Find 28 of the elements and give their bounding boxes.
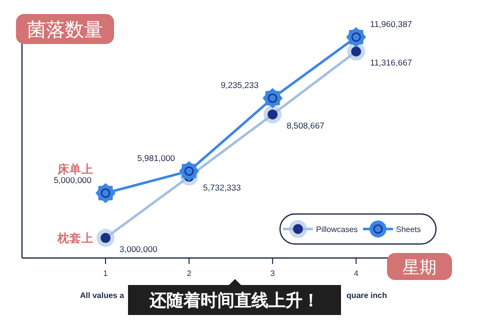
point [96,228,115,247]
text: All values a [80,291,125,300]
point [96,183,116,204]
data-label: 5,000,000 [54,175,92,186]
y-axis-title: 菌落数量 [27,19,103,41]
data-label: 11,316,667 [370,58,412,68]
x-tick-label: 4 [354,269,359,278]
data-label: 8,508,667 [286,120,325,130]
x-tick-label: 1 [103,269,108,278]
legend-label: Sheets [396,225,421,234]
point [179,161,200,182]
annotation: 枕套上 [56,230,94,245]
point [264,105,282,124]
text: 还随着时间直线上升！ [148,291,320,311]
annotation: 床单上 [56,162,94,176]
point [346,27,366,48]
data-label: 11,960,387 [370,19,412,30]
legend-label: Pillowcases [316,225,358,234]
x-tick-label: 3 [270,269,276,278]
point [347,42,366,61]
data-label: 3,000,000 [120,244,158,254]
x-tick-label: 2 [186,269,192,278]
point [262,88,283,108]
text: quare inch [346,291,388,300]
data-label: 5,981,000 [137,153,176,164]
data-label: 5,732,333 [203,182,242,193]
data-label: 9,235,233 [220,80,259,90]
x-axis-title: 星期 [402,258,436,278]
